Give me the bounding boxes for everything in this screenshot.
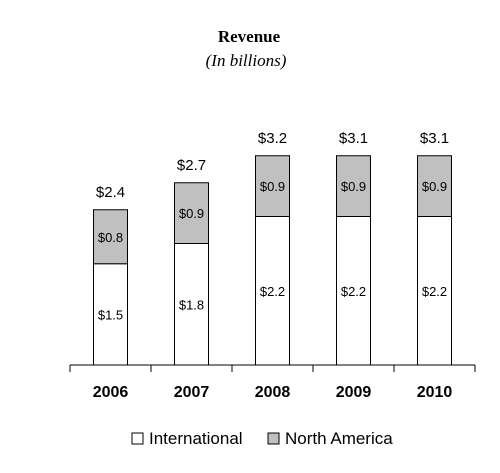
chart-title: Revenue (218, 27, 281, 46)
x-tick-label-2009: 2009 (336, 384, 372, 401)
bar-segment-north-america-2010 (417, 155, 452, 217)
total-label-2009: $3.1 (339, 130, 368, 147)
bars-group: $1.5 $0.8 $2.4 $1.8 $0.9 $2.7 $2.2 $0.9 $3.2 $2.2… (93, 130, 452, 366)
total-label-2006: $2.4 (96, 184, 125, 201)
total-label-2007: $2.7 (177, 157, 206, 174)
segment-label-international-2010: $2.2 (422, 284, 447, 299)
segment-label-north-america-2007: $0.9 (179, 206, 204, 221)
legend: International North America (131, 429, 393, 448)
x-axis: 2006 2007 2008 2009 2010 (69, 364, 476, 401)
segment-label-north-america-2008: $0.9 (260, 179, 285, 194)
chart-subtitle: (In billions) (206, 51, 287, 70)
segment-label-north-america-2010: $0.9 (422, 179, 447, 194)
bar-segment-international-2006 (93, 263, 128, 366)
segment-label-international-2008: $2.2 (260, 284, 285, 299)
bar-segment-north-america-2008 (255, 155, 290, 217)
bar-segment-north-america-2006 (93, 209, 128, 265)
x-tick-label-2007: 2007 (174, 384, 210, 401)
bar-segment-north-america-2007 (174, 182, 209, 244)
bar-segment-north-america-2009 (336, 155, 371, 217)
legend-swatch-north-america (267, 432, 280, 445)
segment-label-international-2006: $1.5 (98, 307, 123, 322)
x-tick-label-2008: 2008 (255, 384, 291, 401)
total-label-2008: $3.2 (258, 130, 287, 147)
total-label-2010: $3.1 (420, 130, 449, 147)
legend-swatch-international (131, 432, 144, 445)
segment-label-north-america-2009: $0.9 (341, 179, 366, 194)
x-tick-label-2010: 2010 (417, 384, 453, 401)
segment-label-north-america-2006: $0.8 (98, 230, 123, 245)
segment-label-international-2009: $2.2 (341, 284, 366, 299)
legend-label-international: International (149, 429, 243, 448)
legend-label-north-america: North America (285, 429, 393, 448)
segment-label-international-2007: $1.8 (179, 297, 204, 312)
x-tick-label-2006: 2006 (93, 384, 129, 401)
